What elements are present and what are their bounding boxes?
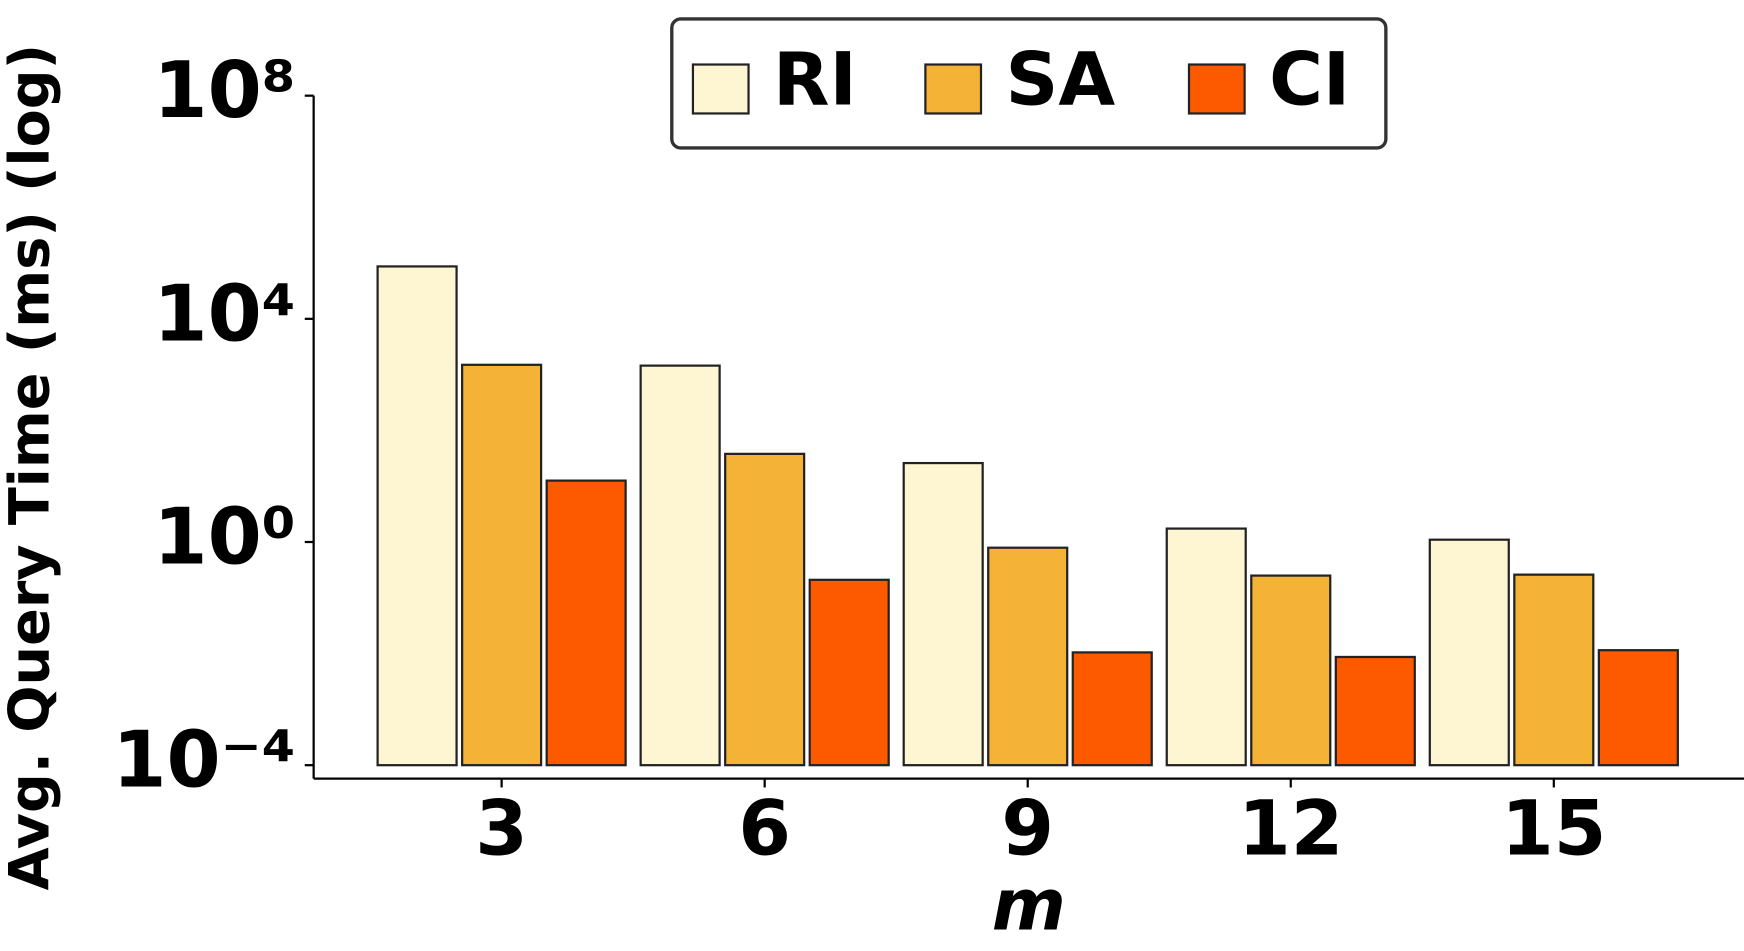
bar	[639, 364, 721, 767]
bar	[1071, 651, 1153, 767]
y-tick-label: 10⁰	[153, 492, 295, 582]
x-axis-label: m	[992, 863, 1066, 946]
bar	[808, 578, 890, 767]
bar	[1428, 538, 1510, 767]
legend-swatch	[1187, 63, 1246, 115]
legend-label: RI	[773, 38, 857, 123]
x-tick-label: 9	[1001, 785, 1054, 873]
x-tick-label: 15	[1501, 785, 1606, 873]
bar	[1250, 574, 1332, 767]
legend-box	[670, 17, 1388, 150]
bar	[1597, 649, 1679, 767]
y-tick-label: 10⁻⁴	[112, 716, 296, 806]
bar	[461, 363, 543, 767]
x-tick-label: 12	[1238, 785, 1343, 873]
x-tick-label: 3	[475, 785, 528, 873]
y-axis-label: Avg. Query Time (ms) (log)	[0, 44, 63, 890]
legend-label: CI	[1269, 38, 1350, 123]
bar	[1165, 527, 1247, 767]
legend-label: SA	[1005, 38, 1115, 123]
y-tick-label: 10⁴	[153, 269, 295, 359]
legend-swatch	[691, 63, 750, 115]
bar	[1513, 573, 1595, 767]
legend-swatch	[924, 63, 983, 115]
x-tick-label: 6	[738, 785, 791, 873]
bar	[545, 479, 627, 767]
bar	[902, 461, 984, 767]
bar	[987, 546, 1069, 767]
bar	[724, 452, 806, 767]
bar	[376, 265, 458, 767]
y-tick-label: 10⁸	[153, 46, 295, 136]
bar	[1334, 655, 1416, 767]
